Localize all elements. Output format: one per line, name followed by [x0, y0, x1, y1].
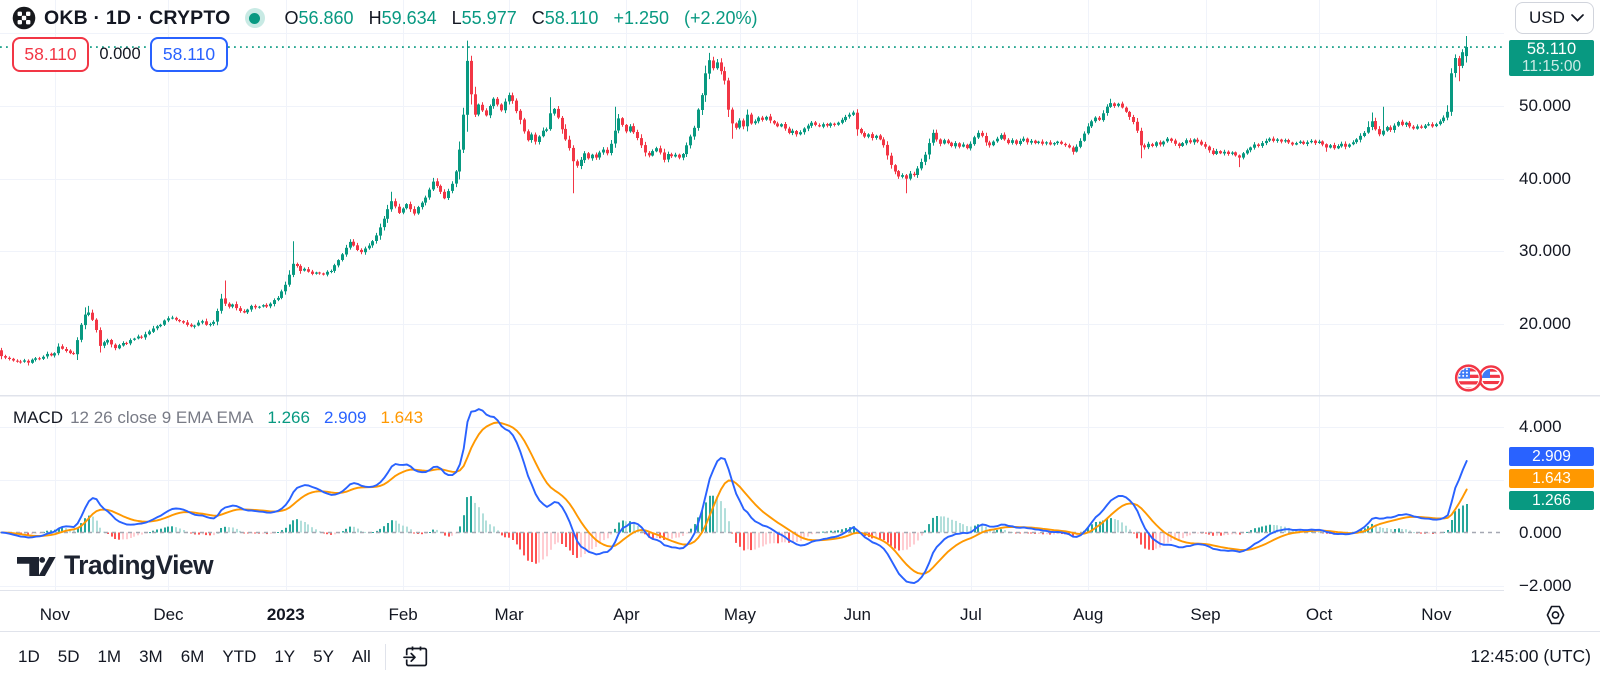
- time-axis-label-feb: Feb: [388, 605, 418, 624]
- ohlc-high: H59.634: [368, 7, 437, 28]
- pane-separator[interactable]: [0, 395, 1600, 397]
- currency-selector[interactable]: USD: [1515, 2, 1594, 34]
- macd-tick-label: −2.000: [1519, 575, 1572, 595]
- price-change: +1.250: [613, 7, 669, 28]
- range-button-1d[interactable]: 1D: [18, 646, 40, 666]
- macd-title: MACD: [13, 408, 64, 427]
- time-axis-label-dec: Dec: [153, 605, 184, 624]
- last-price-box: 58.110 11:15:00: [1509, 40, 1594, 76]
- footer-toolbar: 1D 5D 1M 3M 6M YTD 1Y 5Y All 12:45:00 (UTC): [0, 632, 1600, 681]
- macd-params: 12 26 close 9 EMA EMA: [70, 408, 254, 427]
- ohlc-low: L55.977: [451, 7, 517, 28]
- ask-price-label[interactable]: 58.110: [12, 37, 89, 72]
- toolbar-divider: [384, 643, 386, 670]
- price-tick-label: 50.000: [1519, 96, 1571, 115]
- ohlc-close: C58.110: [531, 7, 599, 28]
- price-change-percent: (+2.20%): [684, 7, 758, 28]
- range-button-all[interactable]: All: [351, 646, 371, 666]
- price-tick-label: 40.000: [1519, 168, 1571, 188]
- go-to-date-calendar-icon[interactable]: [402, 643, 430, 670]
- time-axis-label-jul: Jul: [959, 605, 982, 624]
- time-axis-label-apr: Apr: [613, 605, 640, 624]
- time-axis-label-nov: Nov: [1421, 605, 1452, 624]
- market-status-dot[interactable]: [244, 8, 265, 28]
- utc-clock: 12:45:00 (UTC): [1470, 646, 1591, 666]
- time-axis-label-sep: Sep: [1190, 605, 1221, 624]
- macd-line: [0, 408, 1468, 585]
- range-button-1y[interactable]: 1Y: [274, 646, 296, 666]
- symbol-header: OKB · 1D · CRYPTO O56.860 H59.634 L55.97…: [12, 6, 773, 30]
- symbol-title[interactable]: OKB · 1D · CRYPTO: [44, 6, 231, 29]
- last-price-value: 58.110: [1526, 40, 1577, 58]
- candlestick-series: [0, 36, 1468, 366]
- tradingview-logo[interactable]: TradingView: [17, 551, 214, 578]
- range-button-5y[interactable]: 5Y: [313, 646, 334, 666]
- time-axis-label-oct: Oct: [1305, 605, 1333, 624]
- time-axis-border: [0, 589, 1504, 591]
- macd-histogram: [1, 495, 1468, 564]
- range-button-ytd[interactable]: YTD: [222, 646, 257, 666]
- range-button-5d[interactable]: 5D: [57, 646, 80, 666]
- macd-hist-value: 1.266: [267, 408, 310, 427]
- economic-event-flag-icons[interactable]: [1450, 360, 1510, 396]
- time-axis-label-nov: Nov: [39, 605, 70, 624]
- tradingview-logo-icon: [17, 557, 56, 576]
- chevron-down-icon: [1571, 14, 1584, 22]
- macd-value-box: 1.643: [1509, 469, 1594, 488]
- range-button-6m[interactable]: 6M: [180, 646, 205, 666]
- range-buttons: 1D 5D 1M 3M 6M YTD 1Y 5Y All: [0, 643, 377, 671]
- time-axis-label-aug: Aug: [1073, 605, 1104, 624]
- time-axis-label-may: May: [723, 605, 757, 624]
- macd-signal-line: [0, 421, 1468, 575]
- axis-settings-gear-icon[interactable]: [1544, 604, 1567, 626]
- macd-value-box: 1.266: [1509, 491, 1594, 510]
- range-button-3m[interactable]: 3M: [139, 646, 163, 666]
- time-axis-label-jun: Jun: [843, 605, 872, 624]
- ohlc-values: O56.860 H59.634 L55.977 C58.110 +1.250 (…: [285, 8, 773, 29]
- range-button-1m[interactable]: 1M: [97, 646, 122, 666]
- grid-lines: [0, 0, 1504, 590]
- macd-line-value: 2.909: [323, 408, 367, 427]
- toolbar-border: [0, 631, 1600, 632]
- okb-logo-icon: [12, 6, 36, 30]
- macd-tick-label: 0.000: [1519, 522, 1562, 542]
- bar-countdown: 11:15:00: [1521, 58, 1582, 75]
- price-tick-label: 20.000: [1519, 314, 1571, 334]
- macd-tick-label: 4.000: [1519, 416, 1562, 436]
- spread-label: 0.000: [99, 45, 141, 63]
- macd-legend[interactable]: MACD 12 26 close 9 EMA EMA 1.266 2.909 1…: [13, 408, 423, 428]
- macd-value-box: 2.909: [1509, 447, 1594, 466]
- bid-price-label[interactable]: 58.110: [150, 37, 228, 72]
- time-axis-label-2023: 2023: [266, 605, 305, 624]
- ohlc-open: O56.860: [284, 7, 354, 28]
- tradingview-logo-text: TradingView: [64, 549, 214, 580]
- macd-signal-value: 1.643: [380, 408, 424, 427]
- currency-value: USD: [1529, 8, 1565, 27]
- time-axis-label-mar: Mar: [494, 605, 524, 624]
- price-tick-label: 30.000: [1519, 241, 1571, 261]
